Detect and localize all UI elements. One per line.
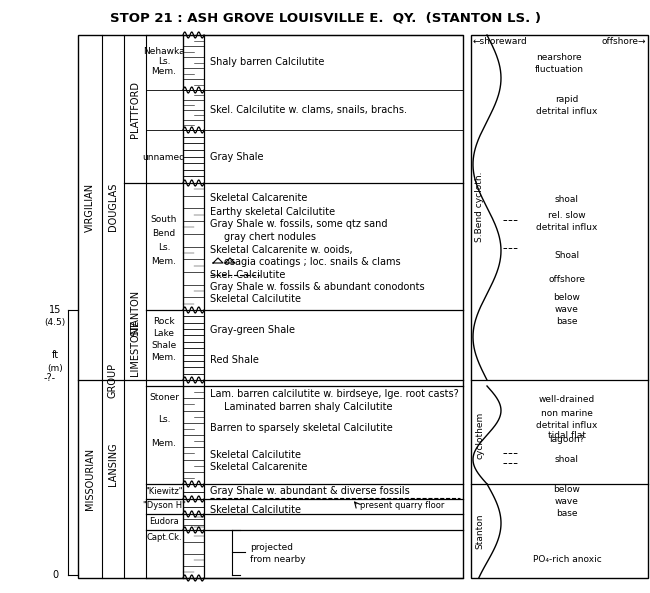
Text: Lam. barren calcilutite w. birdseye, lge. root casts?: Lam. barren calcilutite w. birdseye, lge… — [210, 389, 459, 399]
Text: Shaly barren Calcilutite: Shaly barren Calcilutite — [210, 57, 324, 67]
Text: STOP 21 : ASH GROVE LOUISVILLE E.  QY.  (STANTON LS. ): STOP 21 : ASH GROVE LOUISVILLE E. QY. (S… — [109, 11, 541, 24]
Text: rel. slow: rel. slow — [548, 211, 586, 219]
Text: "Dyson H": "Dyson H" — [142, 502, 185, 511]
Text: ←shoreward: ←shoreward — [473, 37, 528, 46]
Text: PO₄-rich anoxic: PO₄-rich anoxic — [532, 556, 601, 565]
Text: projected: projected — [250, 544, 293, 553]
Text: LANSING: LANSING — [108, 442, 118, 486]
Text: detrital influx: detrital influx — [536, 422, 598, 431]
Text: base: base — [556, 509, 578, 518]
Text: Skeletal Calcilutite: Skeletal Calcilutite — [210, 450, 301, 460]
Text: cyclothem: cyclothem — [476, 412, 484, 458]
Bar — [78, 35, 463, 578]
Text: well-drained: well-drained — [539, 396, 595, 404]
Text: osagia coatings ; loc. snails & clams: osagia coatings ; loc. snails & clams — [224, 257, 400, 267]
Text: Nehawka: Nehawka — [143, 47, 185, 56]
Text: Shoal: Shoal — [554, 250, 580, 260]
Text: base: base — [556, 317, 578, 327]
Text: from nearby: from nearby — [250, 556, 306, 565]
Text: Mem.: Mem. — [151, 68, 177, 76]
Text: South: South — [151, 215, 177, 225]
Text: STANTON: STANTON — [130, 290, 140, 336]
Bar — [471, 35, 648, 578]
Text: Stoner: Stoner — [149, 394, 179, 403]
Text: Eudora: Eudora — [149, 517, 179, 525]
Text: S.Bend cycloth.: S.Bend cycloth. — [476, 172, 484, 243]
Text: DOUGLAS: DOUGLAS — [108, 183, 118, 231]
Text: unnamed: unnamed — [142, 152, 185, 161]
Text: Skel. Calcilutite: Skel. Calcilutite — [210, 270, 285, 280]
Text: Mem.: Mem. — [151, 353, 177, 362]
Text: ft: ft — [51, 350, 58, 360]
Text: Rock: Rock — [153, 317, 175, 327]
Text: Gray-green Shale: Gray-green Shale — [210, 325, 295, 335]
Text: LIMESTONE: LIMESTONE — [130, 320, 140, 376]
Text: offshore: offshore — [549, 276, 586, 285]
Text: below: below — [554, 294, 580, 302]
Text: Laminated barren shaly Calcilutite: Laminated barren shaly Calcilutite — [224, 402, 393, 412]
Text: Capt.Ck.: Capt.Ck. — [146, 533, 182, 541]
Text: shoal: shoal — [555, 455, 579, 464]
Text: Mem.: Mem. — [151, 438, 177, 448]
Text: tidal flat: tidal flat — [548, 431, 586, 439]
Text: Skeletal Calcilutite: Skeletal Calcilutite — [210, 294, 301, 304]
Text: 0: 0 — [52, 570, 58, 580]
Text: Gray Shale w. abundant & diverse fossils: Gray Shale w. abundant & diverse fossils — [210, 486, 410, 496]
Text: detrital influx: detrital influx — [536, 222, 598, 231]
Text: gray chert nodules: gray chert nodules — [224, 232, 316, 242]
Text: present quarry floor: present quarry floor — [360, 502, 445, 511]
Text: 15: 15 — [49, 305, 61, 315]
Text: (4.5): (4.5) — [44, 318, 66, 327]
Text: fluctuation: fluctuation — [534, 65, 584, 75]
Text: wave: wave — [555, 305, 579, 314]
Text: non marine: non marine — [541, 409, 593, 417]
Text: Ls.: Ls. — [158, 244, 170, 253]
Text: PLATTFORD: PLATTFORD — [130, 81, 140, 138]
Text: Skeletal Calcarenite w. ooids,: Skeletal Calcarenite w. ooids, — [210, 245, 352, 255]
Text: GROUP: GROUP — [108, 362, 118, 397]
Text: offshore→: offshore→ — [601, 37, 646, 46]
Text: Skeletal Calcarenite: Skeletal Calcarenite — [210, 462, 307, 472]
Text: Skeletal Calcarenite: Skeletal Calcarenite — [210, 193, 307, 203]
Text: rapid: rapid — [555, 95, 578, 104]
Text: Red Shale: Red Shale — [210, 355, 259, 365]
Text: Gray Shale w. fossils, some qtz sand: Gray Shale w. fossils, some qtz sand — [210, 219, 387, 229]
Text: Gray Shale w. fossils & abundant conodonts: Gray Shale w. fossils & abundant conodon… — [210, 282, 424, 292]
Text: Ls.: Ls. — [158, 58, 170, 66]
Text: -?-: -?- — [44, 373, 56, 383]
Text: below: below — [554, 486, 580, 495]
Text: wave: wave — [555, 498, 579, 506]
Text: (m): (m) — [47, 364, 63, 372]
Text: Skeletal Calcilutite: Skeletal Calcilutite — [210, 505, 301, 515]
Text: Mem.: Mem. — [151, 257, 177, 266]
Text: Shale: Shale — [151, 342, 177, 350]
Text: Barren to sparsely skeletal Calcilutite: Barren to sparsely skeletal Calcilutite — [210, 423, 393, 433]
Text: detrital influx: detrital influx — [536, 107, 598, 116]
Text: "Kiewitz": "Kiewitz" — [145, 486, 183, 496]
Text: VIRGILIAN: VIRGILIAN — [85, 183, 95, 231]
Text: Bend: Bend — [152, 228, 176, 238]
Text: Earthy skeletal Calcilutite: Earthy skeletal Calcilutite — [210, 207, 335, 217]
Text: Ls.: Ls. — [158, 416, 170, 425]
Text: Skel. Calcilutite w. clams, snails, brachs.: Skel. Calcilutite w. clams, snails, brac… — [210, 105, 407, 115]
Text: MISSOURIAN: MISSOURIAN — [85, 448, 95, 510]
Text: Lake: Lake — [153, 330, 174, 339]
Text: Stanton: Stanton — [476, 514, 484, 549]
Text: shoal: shoal — [555, 196, 579, 205]
Text: lagoon?: lagoon? — [549, 435, 585, 445]
Text: nearshore: nearshore — [536, 53, 582, 62]
Text: Gray Shale: Gray Shale — [210, 152, 263, 162]
